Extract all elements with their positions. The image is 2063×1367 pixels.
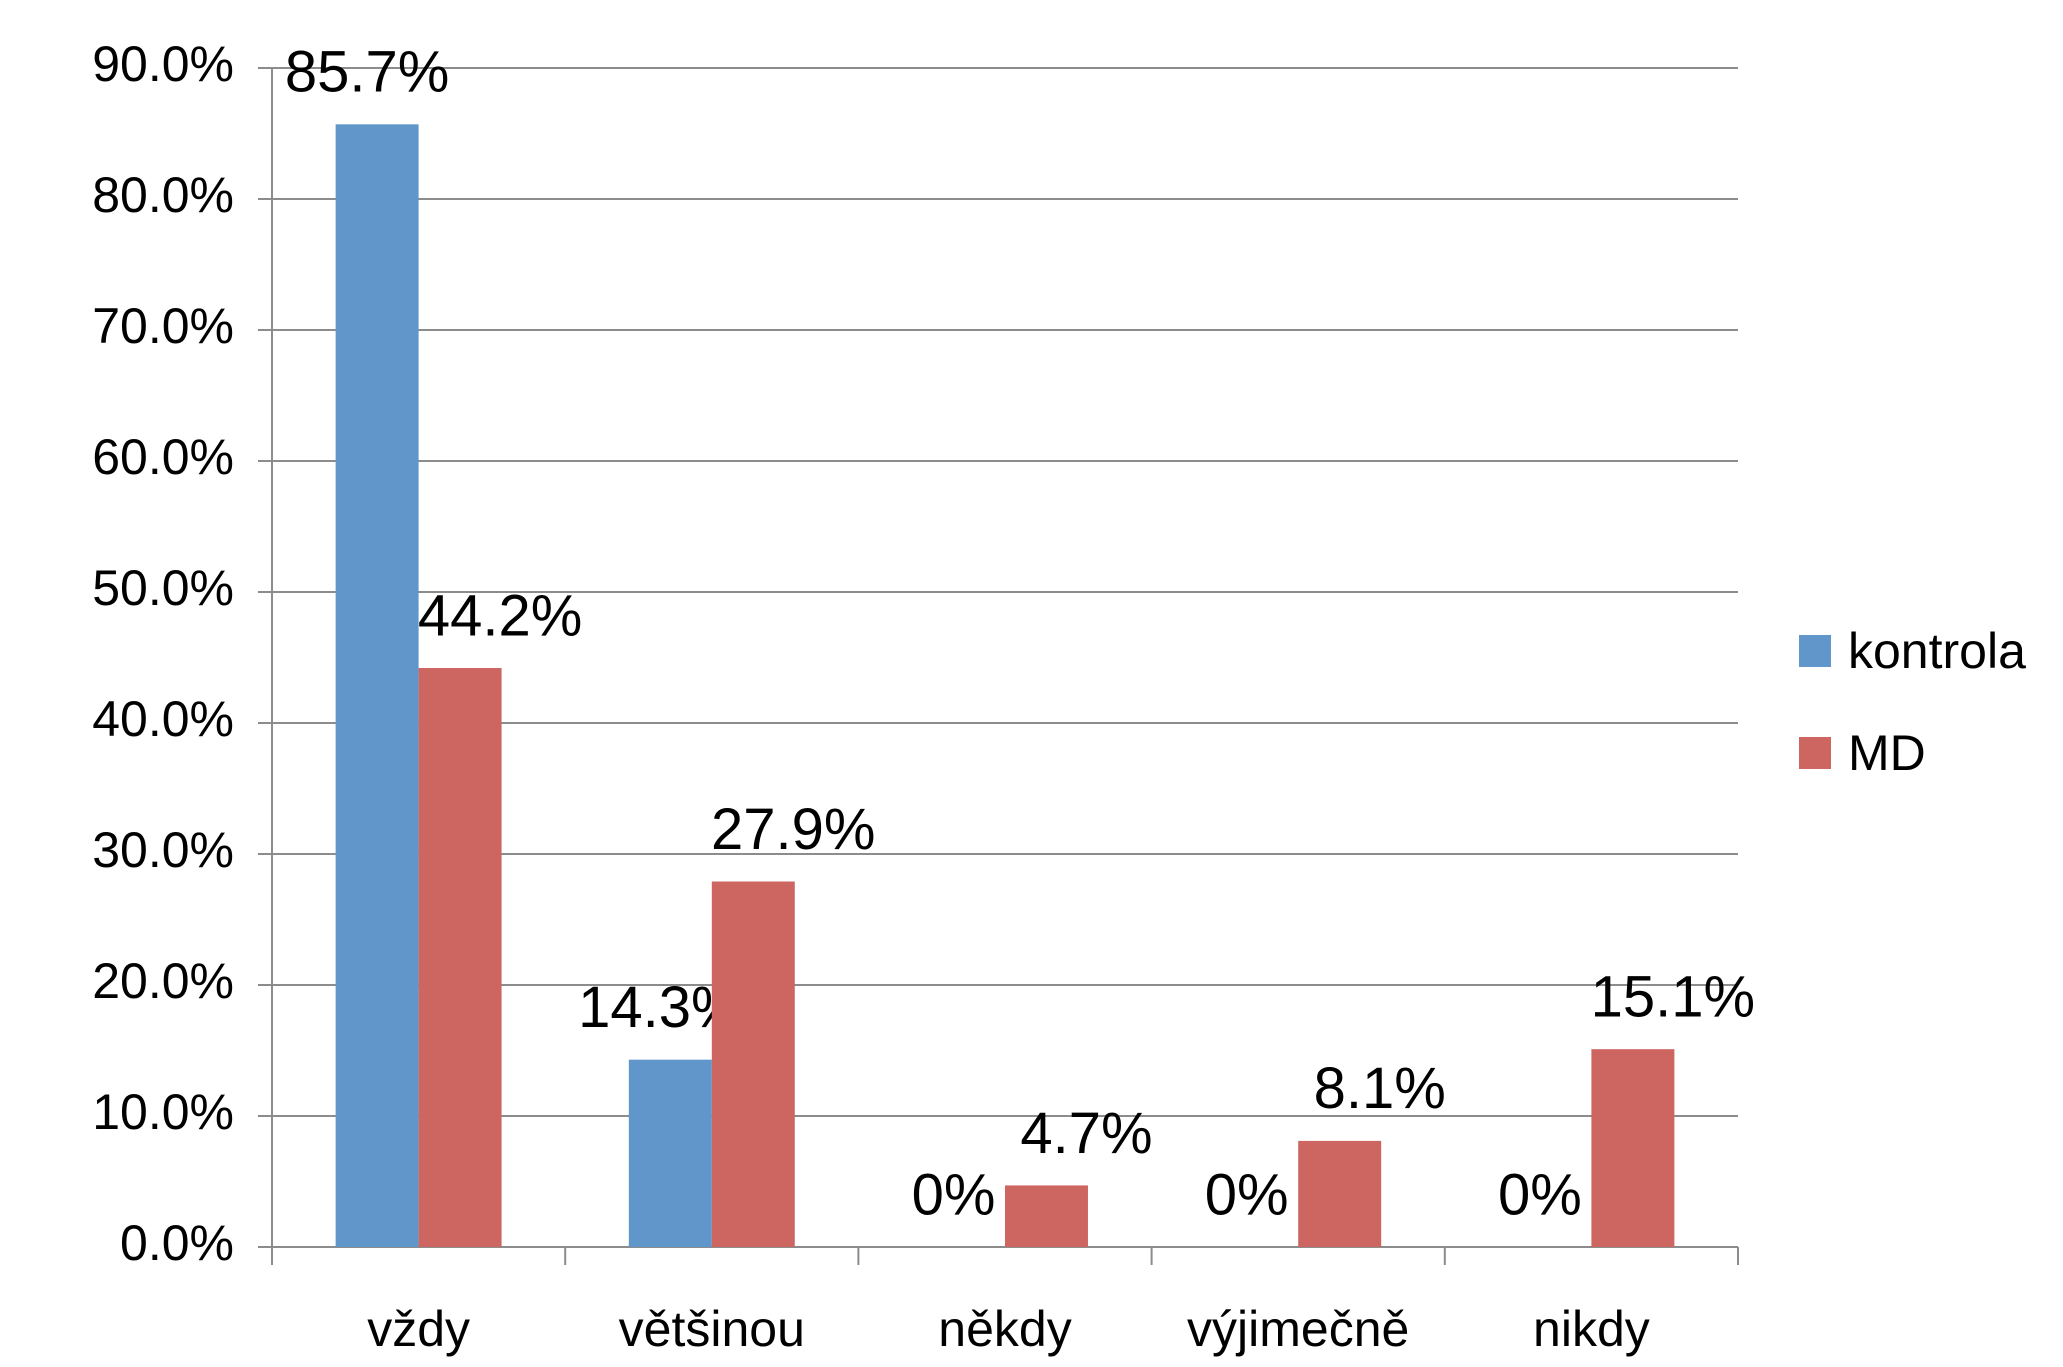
y-tick-label: 80.0%	[92, 167, 234, 223]
y-tick-label: 0.0%	[120, 1215, 234, 1271]
value-label: 85.7%	[285, 40, 449, 105]
x-tick-label: někdy	[938, 1301, 1071, 1357]
y-tick-label: 90.0%	[92, 36, 234, 92]
value-label: 0%	[1498, 1162, 1582, 1227]
x-tick-label: většinou	[619, 1301, 805, 1357]
legend-swatch	[1799, 635, 1831, 667]
y-tick-label: 10.0%	[92, 1084, 234, 1140]
value-label: 8.1%	[1314, 1056, 1446, 1121]
x-tick-label: vždy	[367, 1301, 470, 1357]
value-label: 0%	[912, 1162, 996, 1227]
value-label: 44.2%	[418, 583, 582, 648]
legend-label: MD	[1848, 725, 1926, 781]
y-tick-label: 40.0%	[92, 691, 234, 747]
bar	[1005, 1185, 1088, 1247]
bar	[711, 881, 795, 1247]
bar	[335, 124, 419, 1248]
x-tick-label: výjimečně	[1187, 1301, 1409, 1357]
value-label: 0%	[1205, 1162, 1289, 1227]
legend-label: kontrola	[1848, 623, 2026, 679]
x-tick-label: nikdy	[1533, 1301, 1650, 1357]
value-label: 15.1%	[1591, 965, 1755, 1030]
bar	[1298, 1140, 1382, 1247]
value-label: 4.7%	[1020, 1101, 1152, 1166]
bar	[628, 1059, 712, 1247]
y-tick-label: 20.0%	[92, 953, 234, 1009]
y-tick-label: 50.0%	[92, 560, 234, 616]
y-tick-label: 30.0%	[92, 822, 234, 878]
y-tick-label: 70.0%	[92, 298, 234, 354]
bar	[1591, 1049, 1675, 1247]
y-tick-label: 60.0%	[92, 429, 234, 485]
legend-swatch	[1799, 737, 1831, 769]
bar	[418, 667, 502, 1247]
value-label: 27.9%	[711, 797, 875, 862]
